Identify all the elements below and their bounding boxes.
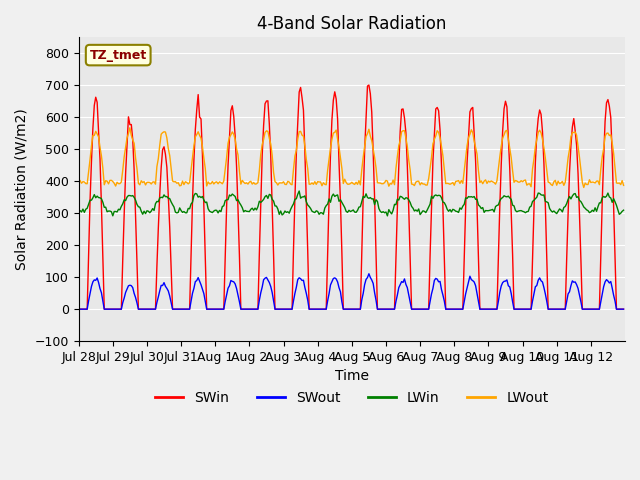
LWin (75, 208, 83, 214)
LWin (547, 208, 555, 214)
LWout (546, 180, 554, 186)
SWin (93, 99, 101, 105)
SWin (465, 134, 472, 140)
SWout (617, 306, 625, 312)
LWout (93, 131, 101, 137)
LWin (93, 193, 101, 199)
SWout (365, 271, 372, 276)
LWout (580, 185, 588, 191)
LWin (466, 194, 474, 200)
SWin (110, 306, 118, 312)
SWin (365, 82, 372, 88)
Line: SWin: SWin (79, 85, 623, 309)
LWout (75, 180, 83, 186)
Line: LWin: LWin (79, 191, 623, 216)
SWout (355, 306, 363, 312)
SWin (546, 306, 554, 312)
SWout (546, 306, 554, 312)
SWin (75, 306, 83, 312)
LWin (383, 213, 391, 219)
Line: SWout: SWout (79, 274, 623, 309)
Line: LWout: LWout (79, 128, 623, 188)
SWin (355, 306, 363, 312)
LWin (620, 207, 627, 213)
SWout (75, 306, 83, 312)
LWin (356, 204, 364, 210)
LWout (618, 178, 626, 183)
SWout (465, 279, 472, 285)
LWout (110, 180, 118, 186)
LWout (126, 125, 134, 131)
Y-axis label: Solar Radiation (W/m2): Solar Radiation (W/m2) (15, 108, 29, 270)
SWout (110, 306, 118, 312)
SWin (620, 306, 627, 312)
SWout (620, 306, 627, 312)
LWin (110, 209, 118, 215)
LWin (618, 208, 626, 214)
SWout (93, 275, 101, 281)
LWin (295, 188, 303, 194)
Legend: SWin, SWout, LWin, LWout: SWin, SWout, LWin, LWout (150, 385, 554, 410)
LWout (620, 182, 627, 188)
LWout (465, 135, 472, 141)
Title: 4-Band Solar Radiation: 4-Band Solar Radiation (257, 15, 447, 33)
X-axis label: Time: Time (335, 370, 369, 384)
LWout (356, 182, 364, 188)
Text: TZ_tmet: TZ_tmet (90, 48, 147, 61)
SWin (617, 306, 625, 312)
